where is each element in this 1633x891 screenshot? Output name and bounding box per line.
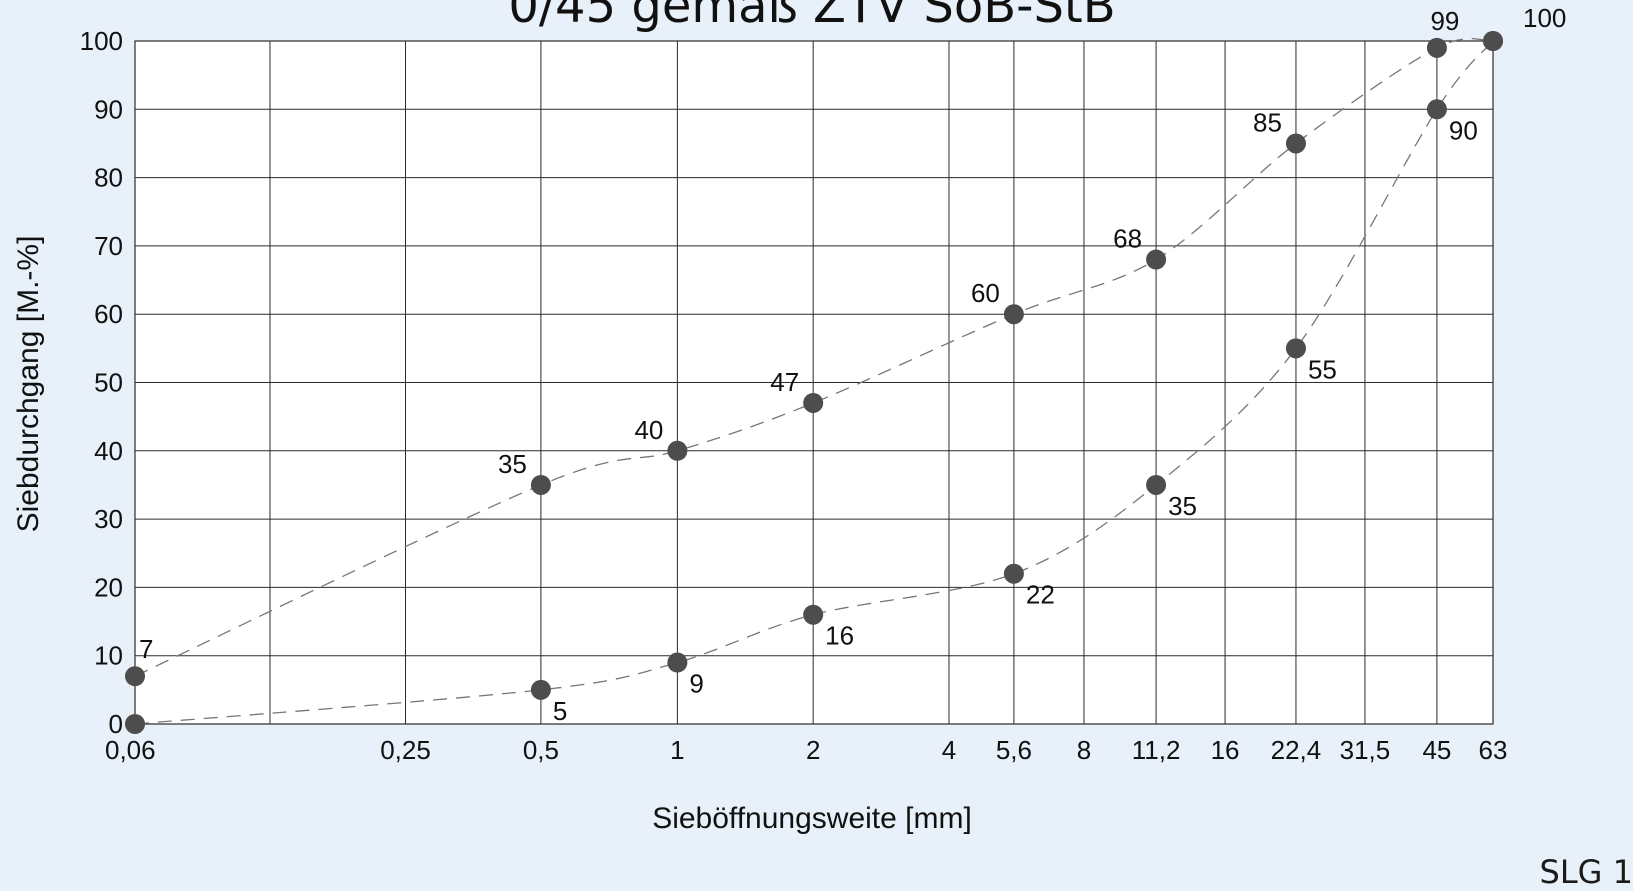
y-tick-label: 10 — [94, 641, 123, 671]
data-point — [1285, 338, 1306, 359]
x-tick-label: 8 — [1077, 735, 1091, 765]
data-point — [530, 474, 551, 495]
data-label: 9 — [689, 669, 703, 699]
x-tick-label: 0,06 — [105, 735, 156, 765]
data-label: 35 — [498, 449, 527, 479]
x-tick-label: 16 — [1211, 735, 1240, 765]
data-label: 35 — [1168, 491, 1197, 521]
x-tick-label: 11,2 — [1132, 735, 1181, 765]
data-label: 47 — [770, 367, 799, 397]
upper-limit-curve — [134, 38, 1494, 677]
x-tick-label: 45 — [1422, 735, 1451, 765]
slide-number: SLG 1 — [1539, 853, 1633, 891]
data-point — [803, 392, 824, 413]
x-tick-label: 0,25 — [380, 735, 431, 765]
data-label: 55 — [1308, 354, 1337, 384]
data-point — [125, 666, 145, 687]
data-point — [1285, 133, 1306, 154]
x-tick-label: 22,4 — [1271, 735, 1322, 765]
y-tick-label: 0 — [109, 709, 123, 739]
data-label: 22 — [1026, 580, 1055, 610]
y-tick-label: 100 — [80, 26, 123, 56]
x-tick-label: 31,5 — [1340, 735, 1391, 765]
y-tick-label: 40 — [94, 436, 123, 466]
x-tick-label: 63 — [1479, 735, 1508, 765]
data-label: 100 — [1523, 3, 1566, 33]
data-label: 40 — [634, 415, 663, 445]
data-label: 60 — [971, 278, 1000, 308]
y-tick-label: 80 — [94, 163, 123, 193]
x-tick-label: 4 — [942, 735, 956, 765]
data-point — [667, 652, 688, 673]
data-label: 5 — [553, 696, 567, 726]
x-axis-label: Sieböffnungsweite [mm] — [652, 802, 972, 835]
data-label: 16 — [825, 621, 854, 651]
y-tick-label: 50 — [94, 368, 123, 398]
x-tick-label: 1 — [670, 735, 684, 765]
data-label: 99 — [1430, 6, 1459, 36]
x-tick-label: 5,6 — [996, 735, 1032, 765]
data-point — [1426, 37, 1447, 58]
y-tick-label: 90 — [94, 94, 123, 124]
data-point — [125, 714, 145, 734]
x-tick-label: 2 — [806, 735, 820, 765]
data-point — [803, 604, 824, 625]
data-point — [530, 679, 551, 700]
y-tick-label: 60 — [94, 299, 123, 329]
plot-border — [134, 40, 1494, 725]
data-point — [1146, 249, 1167, 270]
y-tick-label: 20 — [94, 572, 123, 602]
data-label: 85 — [1253, 107, 1282, 137]
x-tick-label: 0,5 — [523, 735, 559, 765]
data-point — [1483, 31, 1503, 51]
y-tick-label: 30 — [94, 504, 123, 534]
lower-limit-curve — [134, 40, 1494, 725]
y-axis-label: Siebdurchgang [M.-%] — [12, 236, 45, 533]
data-label: 68 — [1113, 224, 1142, 254]
data-point — [667, 440, 688, 461]
y-tick-label: 70 — [94, 231, 123, 261]
data-point — [1003, 304, 1024, 325]
data-point — [1146, 474, 1167, 495]
chart-title: 0/45 gemäß ZTV SoB-StB — [508, 0, 1115, 34]
data-point — [1426, 99, 1447, 120]
data-label: 90 — [1449, 115, 1478, 145]
data-label: 7 — [139, 634, 153, 664]
data-point — [1003, 563, 1024, 584]
